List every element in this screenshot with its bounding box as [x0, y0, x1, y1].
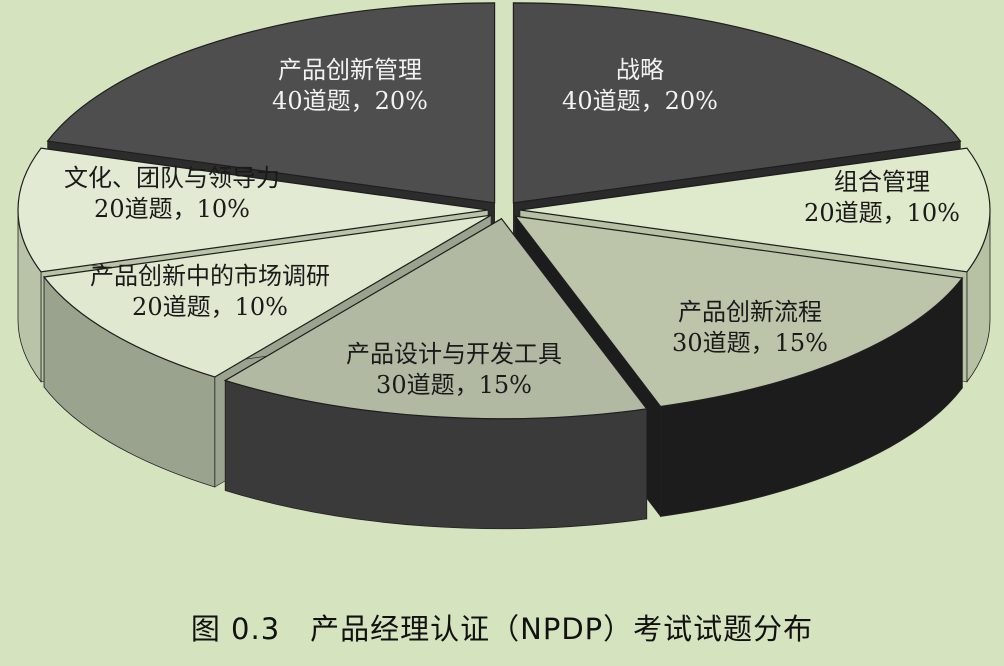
pie-slice: [512, 2, 962, 204]
slice-name-label: 产品创新流程: [678, 298, 822, 326]
slice-value-label: 20道题，10%: [804, 199, 960, 227]
chart-caption: 图 0.3 产品经理认证（NPDP）考试试题分布: [190, 612, 814, 646]
pie-labels: 战略 40道题，20% 组合管理 20道题，10% 产品创新流程 30道题，15% 产品设计…: [64, 56, 960, 399]
slice-value-label: 20道题，10%: [132, 293, 288, 321]
slice-name-label: 产品创新管理: [278, 56, 422, 84]
pie-slice: [42, 214, 492, 378]
pie-slice: [223, 217, 648, 420]
slice-value-label: 40道题，20%: [272, 87, 428, 115]
slice-name-label: 产品创新中的市场调研: [90, 262, 330, 290]
pie-slice: [46, 2, 496, 204]
pie-slice: [17, 147, 489, 273]
pie-slice: [519, 147, 991, 273]
pie-tops: [17, 2, 991, 420]
slice-value-label: 40道题，20%: [562, 87, 718, 115]
pie-chart: 战略 40道题，20% 组合管理 20道题，10% 产品创新流程 30道题，15% 产品设计…: [17, 2, 991, 530]
slice-name-label: 战略: [616, 56, 664, 84]
slice-value-label: 20道题，10%: [94, 195, 250, 223]
slice-name-label: 组合管理: [834, 168, 930, 196]
slice-name-label: 文化、团队与领导力: [64, 164, 280, 192]
slice-value-label: 30道题，15%: [376, 371, 532, 399]
slice-value-label: 30道题，15%: [672, 329, 828, 357]
pie-slice: [513, 215, 964, 408]
slice-name-label: 产品设计与开发工具: [346, 340, 562, 368]
